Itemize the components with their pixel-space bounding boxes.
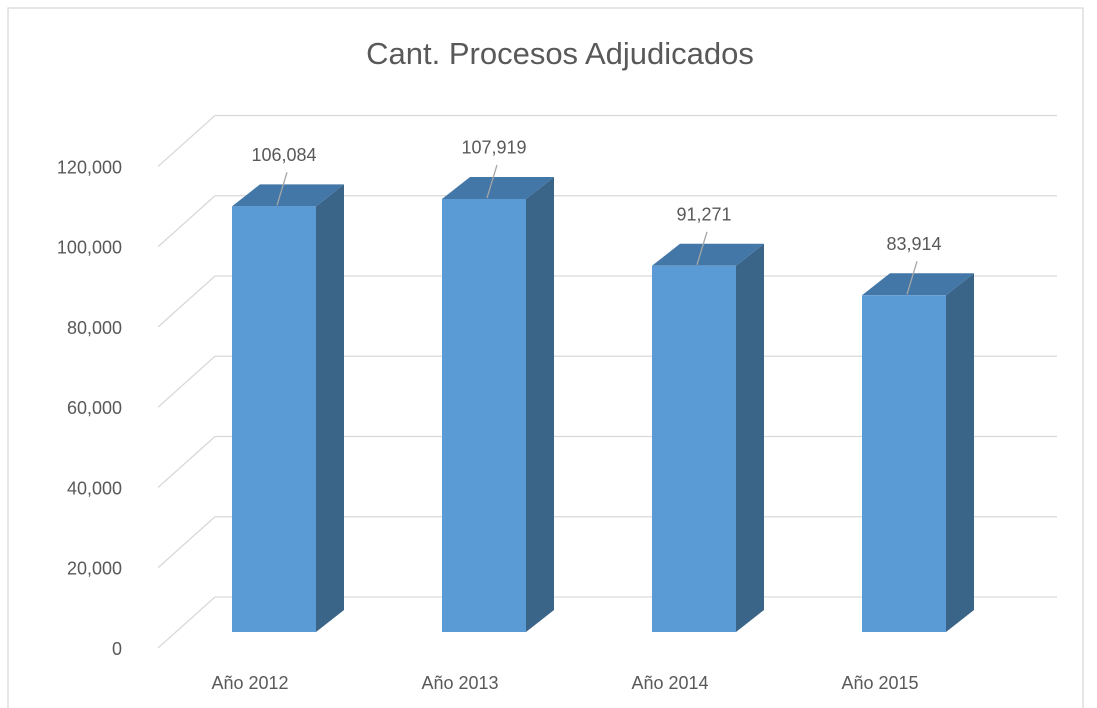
bar <box>862 295 946 632</box>
y-tick-label: 80,000 <box>67 318 122 338</box>
bar-side <box>946 273 974 632</box>
leader-line <box>276 172 288 206</box>
grid-line-side <box>157 516 216 569</box>
y-tick-label: 100,000 <box>57 238 122 258</box>
y-tick-label: 0 <box>112 639 122 659</box>
chart-border <box>7 7 1084 708</box>
y-tick-label: 40,000 <box>67 478 122 498</box>
y-tick-label: 120,000 <box>57 157 122 177</box>
bar-side <box>316 184 344 632</box>
data-label: 91,271 <box>676 205 731 225</box>
x-tick-label: Año 2014 <box>631 673 708 693</box>
x-tick-label: Año 2013 <box>421 673 498 693</box>
x-tick-label: Año 2015 <box>841 673 918 693</box>
leader-line <box>486 164 498 199</box>
grid-line-side <box>157 195 216 248</box>
bar-side <box>736 243 764 632</box>
grid-line-side <box>157 436 216 488</box>
leader-line <box>906 261 918 295</box>
y-tick-label: 60,000 <box>67 398 122 418</box>
leader-line <box>696 231 708 265</box>
bar-top <box>232 184 344 207</box>
x-tick-label: Año 2012 <box>211 673 288 693</box>
y-tick-label: 20,000 <box>67 559 122 579</box>
bar <box>232 206 316 632</box>
grid-line-side <box>157 596 216 649</box>
chart-title: Cant. Procesos Adjudicados <box>366 36 754 71</box>
bar-top <box>862 273 974 296</box>
grid-line-side <box>157 275 216 328</box>
bar-top <box>442 176 554 199</box>
bar <box>442 198 526 632</box>
grid-line-side <box>157 355 216 408</box>
data-label: 106,084 <box>251 145 316 165</box>
data-label: 107,919 <box>461 138 526 158</box>
bar-top <box>652 243 764 266</box>
grid-line-side <box>157 115 216 167</box>
bar-side <box>526 176 554 632</box>
data-label: 83,914 <box>886 234 941 254</box>
bar <box>652 265 736 632</box>
